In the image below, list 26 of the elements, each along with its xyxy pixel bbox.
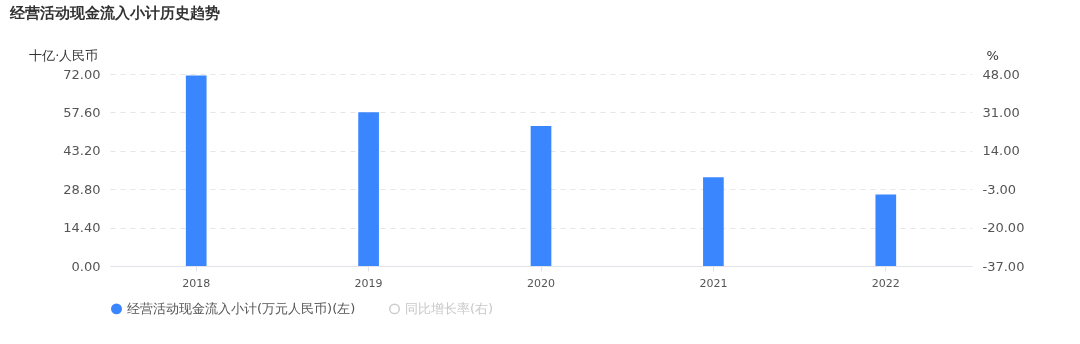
x-tick-label: 2021 xyxy=(699,276,728,290)
y2-tick-label: 14.00 xyxy=(982,143,1020,159)
bar xyxy=(703,177,724,266)
y2-tick-label: -37.00 xyxy=(982,258,1025,274)
y2-tick-label: -20.00 xyxy=(982,220,1025,236)
legend-label: 经营活动现金流入小计(万元人民币)(左) xyxy=(127,300,356,316)
y2-tick-label: 48.00 xyxy=(982,66,1020,82)
x-tick-label: 2020 xyxy=(527,276,555,290)
x-tick-label: 2019 xyxy=(354,276,383,290)
bar xyxy=(358,112,379,266)
bar xyxy=(875,194,897,266)
y-tick-label: 43.20 xyxy=(63,143,101,159)
bar xyxy=(185,75,207,266)
y2-tick-label: -3.00 xyxy=(982,181,1017,197)
y-tick-label: 72.00 xyxy=(63,66,101,82)
y2-axis-title: % xyxy=(986,47,999,63)
y-tick-label: 14.40 xyxy=(63,220,101,236)
bar xyxy=(530,126,552,266)
y2-tick-label: 31.00 xyxy=(982,104,1020,120)
x-tick-label: 2022 xyxy=(871,276,900,290)
chart-title: 经营活动现金流入小计历史趋势 xyxy=(9,4,220,22)
y-tick-label: 0.00 xyxy=(71,258,101,274)
y-tick-label: 28.80 xyxy=(63,181,101,197)
y-axis-title: 十亿·人民币 xyxy=(29,47,99,63)
y-tick-label: 57.60 xyxy=(63,104,101,120)
x-tick-label: 2018 xyxy=(182,276,211,290)
